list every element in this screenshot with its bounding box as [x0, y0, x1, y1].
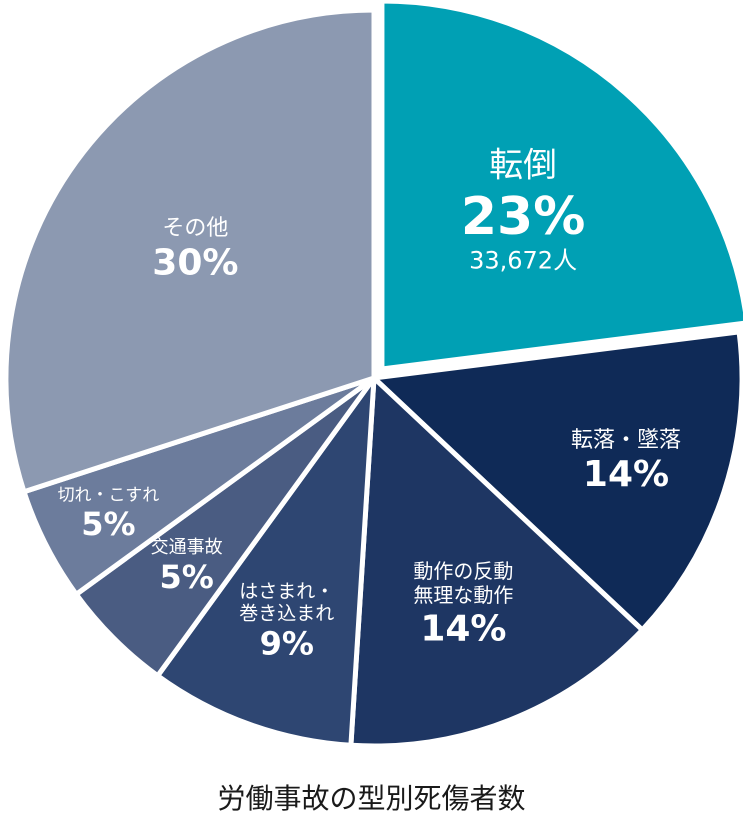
slice-3-value-label: 9%	[260, 625, 314, 663]
slice-1-value-label: 14%	[583, 454, 669, 495]
slice-5-name-line-0-label: 切れ・こすれ	[58, 486, 160, 506]
slice-6-value-label: 30%	[152, 243, 238, 284]
pie-slice-6	[3, 7, 377, 495]
slice-3-name-line-1-label: 巻き込まれ	[239, 603, 334, 625]
chart-title: 労働事故の型別死傷者数	[217, 782, 525, 815]
pie-slice-3	[155, 375, 377, 748]
slice-4-name-line-0-label: 交通事故	[151, 537, 223, 558]
pie-slice-1	[371, 329, 743, 633]
slice-5-value-label: 5%	[81, 505, 135, 543]
slice-0-count-label: 33,672人	[469, 247, 577, 275]
slice-2-value-label: 14%	[420, 609, 506, 650]
slice-6-name-line-0-label: その他	[162, 216, 228, 241]
slice-4-value-label: 5%	[159, 558, 213, 596]
slice-2-name-line-0-label: 動作の反動	[413, 559, 513, 583]
slice-0-name-line-0-label: 転倒	[489, 146, 557, 186]
slice-0-value-label: 23%	[461, 187, 585, 247]
slice-2-name-line-1-label: 無理な動作	[413, 583, 513, 607]
pie-slice-0	[379, 0, 743, 372]
slice-3-name-line-0-label: はさまれ・	[239, 580, 334, 602]
slice-1-name-line-0-label: 転落・墜落	[571, 428, 681, 453]
pie-slice-2	[348, 375, 645, 749]
